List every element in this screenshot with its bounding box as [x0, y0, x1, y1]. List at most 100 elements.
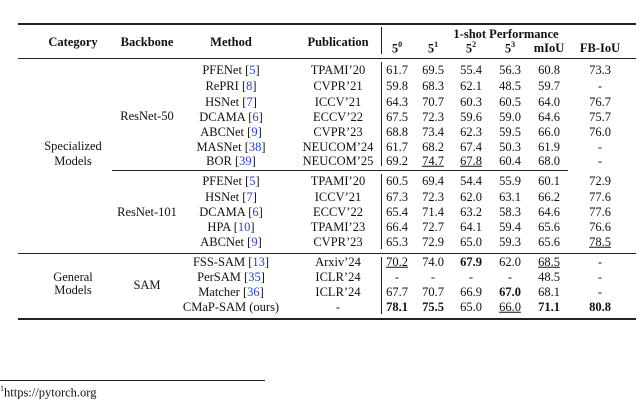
metric-cell: 66.2: [538, 189, 560, 204]
metric-cell: 58.3: [499, 204, 521, 219]
metric-cell: 75.5: [422, 299, 444, 314]
citation-link[interactable]: 5: [249, 62, 256, 77]
header-category: Category: [48, 34, 98, 49]
metric-cell: 60.1: [538, 173, 560, 188]
metric-cell: 62.0: [460, 189, 482, 204]
metric-cell: -: [597, 139, 603, 154]
citation-link[interactable]: 6: [252, 204, 259, 219]
method-name: HSNet [7]: [205, 94, 257, 109]
method-name: DCAMA [6]: [199, 109, 263, 124]
metric-cell: -: [597, 254, 603, 269]
metric-cell: 73.3: [589, 62, 611, 77]
method-name: RePRI [8]: [205, 78, 257, 93]
citation-link[interactable]: 39: [239, 153, 252, 168]
metric-cell: 69.5: [422, 62, 444, 77]
metric-cell: 59.0: [499, 109, 521, 124]
metric-cell: 67.8: [460, 153, 482, 168]
method-name: Matcher [36]: [198, 284, 264, 299]
metric-cell: 73.4: [422, 124, 444, 139]
metric-cell: 66.0: [499, 299, 521, 314]
citation-link[interactable]: 8: [246, 78, 253, 93]
header-fold-3: 53: [504, 40, 516, 56]
category-label: Specialized Models: [44, 139, 102, 168]
citation-link[interactable]: 5: [249, 173, 256, 188]
metric-cell: 48.5: [499, 78, 521, 93]
metric-cell: 65.0: [460, 234, 482, 249]
metric-cell: 61.7: [386, 62, 408, 77]
header-vline: [381, 27, 382, 54]
citation-link[interactable]: 9: [251, 234, 258, 249]
metric-cell: 64.6: [538, 109, 560, 124]
metric-cell: 70.2: [386, 254, 408, 269]
metric-cell: 59.5: [499, 124, 521, 139]
metric-cell: 63.1: [499, 189, 521, 204]
citation-link[interactable]: 38: [248, 139, 262, 154]
header-fbiou: FB-IoU: [579, 40, 621, 55]
metric-cell: -: [430, 269, 436, 284]
metric-cell: 74.7: [422, 153, 444, 168]
metric-cell: 65.0: [460, 299, 482, 314]
metric-cell: 65.3: [386, 234, 408, 249]
metric-cell: 71.4: [422, 204, 444, 219]
citation-link[interactable]: 7: [246, 189, 253, 204]
citation-link[interactable]: 36: [247, 284, 260, 299]
citation-link[interactable]: 10: [237, 219, 251, 234]
footnote-rule: [0, 380, 265, 381]
metric-cell: 61.9: [538, 139, 560, 154]
publication: ICLR’24: [315, 284, 361, 299]
metric-cell: 76.0: [589, 124, 611, 139]
metric-cell: 72.3: [422, 109, 444, 124]
metric-cell: 59.6: [460, 109, 482, 124]
metric-cell: 72.9: [589, 173, 611, 188]
metric-cell: 66.4: [386, 219, 408, 234]
citation-link[interactable]: 7: [246, 94, 253, 109]
publication: -: [335, 299, 341, 314]
header-miou: mIoU: [533, 40, 565, 55]
metric-cell: 78.5: [589, 234, 611, 249]
publication: ECCV’22: [313, 204, 363, 219]
metric-cell: 68.0: [538, 153, 560, 168]
metric-cell: 62.1: [460, 78, 482, 93]
metric-cell: 76.7: [589, 94, 611, 109]
citation-link[interactable]: 35: [248, 269, 261, 284]
method-name: PFENet [5]: [202, 62, 260, 77]
metric-cell: 78.1: [386, 299, 408, 314]
metric-cell: 71.1: [538, 299, 560, 314]
metric-cell: 67.4: [460, 139, 482, 154]
publication: Arxiv’24: [315, 254, 361, 269]
metric-cell: 66.9: [460, 284, 482, 299]
metric-cell: 69.2: [386, 153, 408, 168]
metric-cell: 55.4: [460, 62, 482, 77]
publication: CVPR’23: [313, 234, 363, 249]
method-name: MASNet [38]: [196, 139, 266, 154]
header-rule: [18, 58, 636, 59]
metric-cell: 68.2: [422, 139, 444, 154]
metric-cell: 67.0: [499, 284, 521, 299]
metric-cell: -: [394, 269, 400, 284]
vline: [381, 174, 382, 249]
metric-cell: 50.3: [499, 139, 521, 154]
metric-cell: 67.5: [386, 109, 408, 124]
metric-cell: 64.0: [538, 94, 560, 109]
metric-cell: 59.4: [499, 219, 521, 234]
metric-cell: 64.1: [460, 219, 482, 234]
metric-cell: 70.7: [422, 94, 444, 109]
metric-cell: 60.5: [499, 94, 521, 109]
metric-cell: 65.6: [538, 219, 560, 234]
citation-link[interactable]: 13: [252, 254, 265, 269]
citation-link[interactable]: 9: [251, 124, 258, 139]
metric-cell: -: [597, 153, 603, 168]
backbone-label: ResNet-50: [120, 108, 174, 123]
publication: NEUCOM’24: [302, 139, 374, 154]
metric-cell: 60.8: [538, 62, 560, 77]
metric-cell: -: [597, 78, 603, 93]
backbone-label: ResNet-101: [117, 204, 177, 219]
footnote-link[interactable]: https://pytorch.org: [4, 385, 97, 400]
footnote: 1https://pytorch.org: [0, 385, 96, 399]
metric-cell: -: [507, 269, 513, 284]
metric-cell: 59.8: [386, 78, 408, 93]
header-fold-2: 52: [465, 40, 477, 56]
metric-cell: -: [597, 269, 603, 284]
header-publication: Publication: [307, 34, 369, 49]
citation-link[interactable]: 6: [252, 109, 259, 124]
